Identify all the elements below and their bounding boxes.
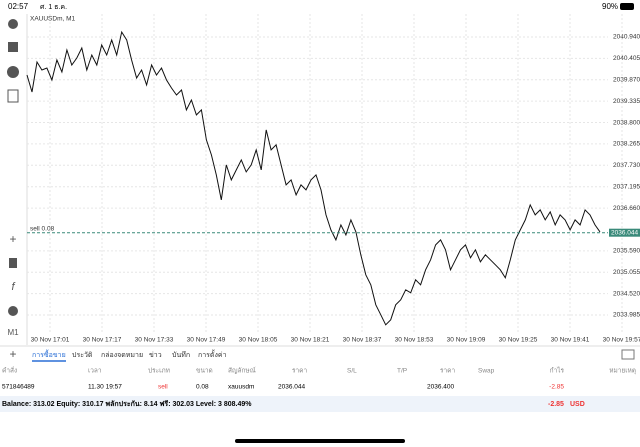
column-header: ราคา — [292, 368, 307, 375]
column-header: ประเภท — [148, 368, 170, 375]
y-tick-label: 2039.335 — [613, 98, 640, 105]
x-tick-label: 30 Nov 19:09 — [447, 337, 486, 344]
x-tick-label: 30 Nov 18:05 — [239, 337, 278, 344]
table-cell: 571846489 — [2, 384, 35, 391]
trade-icon[interactable] — [8, 42, 18, 52]
sell-price-box — [609, 228, 640, 237]
sell-label: sell 0.08 — [30, 225, 55, 232]
y-tick-label: 2038.265 — [613, 141, 640, 148]
x-tick-label: 30 Nov 17:49 — [187, 337, 226, 344]
status-battery: 90% — [602, 2, 618, 11]
x-tick-label: 30 Nov 17:33 — [135, 337, 174, 344]
table-cell: 2036.400 — [427, 384, 454, 391]
new-icon[interactable] — [7, 89, 19, 103]
x-tick-label: 30 Nov 19:25 — [499, 337, 538, 344]
sell-price-label: 2036.044 — [611, 229, 638, 236]
home-indicator — [235, 439, 405, 443]
x-tick-label: 30 Nov 17:17 — [83, 337, 122, 344]
x-tick-label: 30 Nov 19:57 — [603, 337, 640, 344]
layout-button[interactable] — [621, 349, 635, 360]
x-tick-label: 30 Nov 18:53 — [395, 337, 434, 344]
indicator-icon[interactable] — [9, 258, 17, 268]
tab[interactable]: การตั้งค่า — [198, 348, 227, 359]
objects-icon[interactable] — [8, 306, 18, 316]
y-tick-label: 2034.520 — [613, 290, 640, 297]
table-cell: xauusdm — [228, 384, 254, 391]
table-cell: 11.30 19:57 — [88, 384, 122, 391]
column-header: ราคา — [440, 368, 455, 375]
column-header: ขนาด — [196, 368, 213, 375]
column-header: สัญลักษณ์ — [228, 367, 256, 375]
account-icon[interactable] — [8, 19, 18, 29]
y-tick-label: 2036.660 — [613, 205, 640, 212]
column-header: หมายเหตุ — [609, 368, 636, 375]
y-tick-label: 2037.730 — [613, 162, 640, 169]
chat-icon[interactable] — [7, 66, 19, 78]
balance-bar — [0, 396, 640, 412]
status-time: 02:57 — [8, 2, 29, 11]
column-header: คำสั่ง — [2, 366, 17, 375]
y-tick-label: 2035.055 — [613, 269, 640, 276]
period-icon[interactable]: M1 — [7, 328, 19, 337]
price-line — [26, 30, 601, 326]
function-icon[interactable]: f — [11, 281, 15, 293]
column-header: เวลา — [88, 368, 102, 375]
x-tick-label: 30 Nov 19:41 — [551, 337, 590, 344]
tab[interactable]: ประวัติ — [72, 351, 93, 359]
table-cell: sell — [158, 384, 168, 391]
column-header: S/L — [347, 368, 357, 375]
tab[interactable]: ข่าว — [149, 352, 162, 359]
y-tick-label: 2039.870 — [613, 76, 640, 83]
left-toolbar: + f M1 — [7, 19, 19, 337]
crosshair-icon[interactable]: + — [9, 232, 16, 246]
y-tick-label: 2040.405 — [613, 55, 640, 62]
table-cell: 2036.044 — [278, 384, 305, 391]
x-tick-label: 30 Nov 18:37 — [343, 337, 382, 344]
add-button[interactable]: + — [9, 347, 16, 361]
x-tick-label: 30 Nov 18:21 — [291, 337, 330, 344]
tab[interactable]: การซื้อขาย — [32, 348, 66, 359]
x-tick-label: 30 Nov 17:01 — [31, 337, 70, 344]
status-date: ศ. 1 ธ.ค. — [40, 4, 67, 11]
y-tick-label: 2035.590 — [613, 248, 640, 255]
y-tick-label: 2040.940 — [613, 34, 640, 41]
table-cell: 0.08 — [196, 384, 209, 391]
column-header: Swap — [478, 368, 495, 375]
tab[interactable]: กล่องจดหมาย — [101, 352, 143, 359]
tab[interactable]: บันทึก — [172, 350, 190, 359]
y-tick-label: 2037.195 — [613, 183, 640, 190]
column-header: กำไร — [550, 367, 565, 375]
balance-text: Balance: 313.02 Equity: 310.17 พลักประกั… — [2, 400, 252, 408]
balance-currency: USD — [570, 401, 585, 408]
chart-symbol: XAUUSDm, M1 — [30, 16, 76, 23]
table-cell: -2.85 — [549, 384, 564, 391]
battery-icon — [620, 3, 634, 10]
column-header: T/P — [397, 368, 407, 375]
y-tick-label: 2038.800 — [613, 119, 640, 126]
y-tick-label: 2033.985 — [613, 312, 640, 319]
balance-profit: -2.85 — [548, 401, 564, 408]
